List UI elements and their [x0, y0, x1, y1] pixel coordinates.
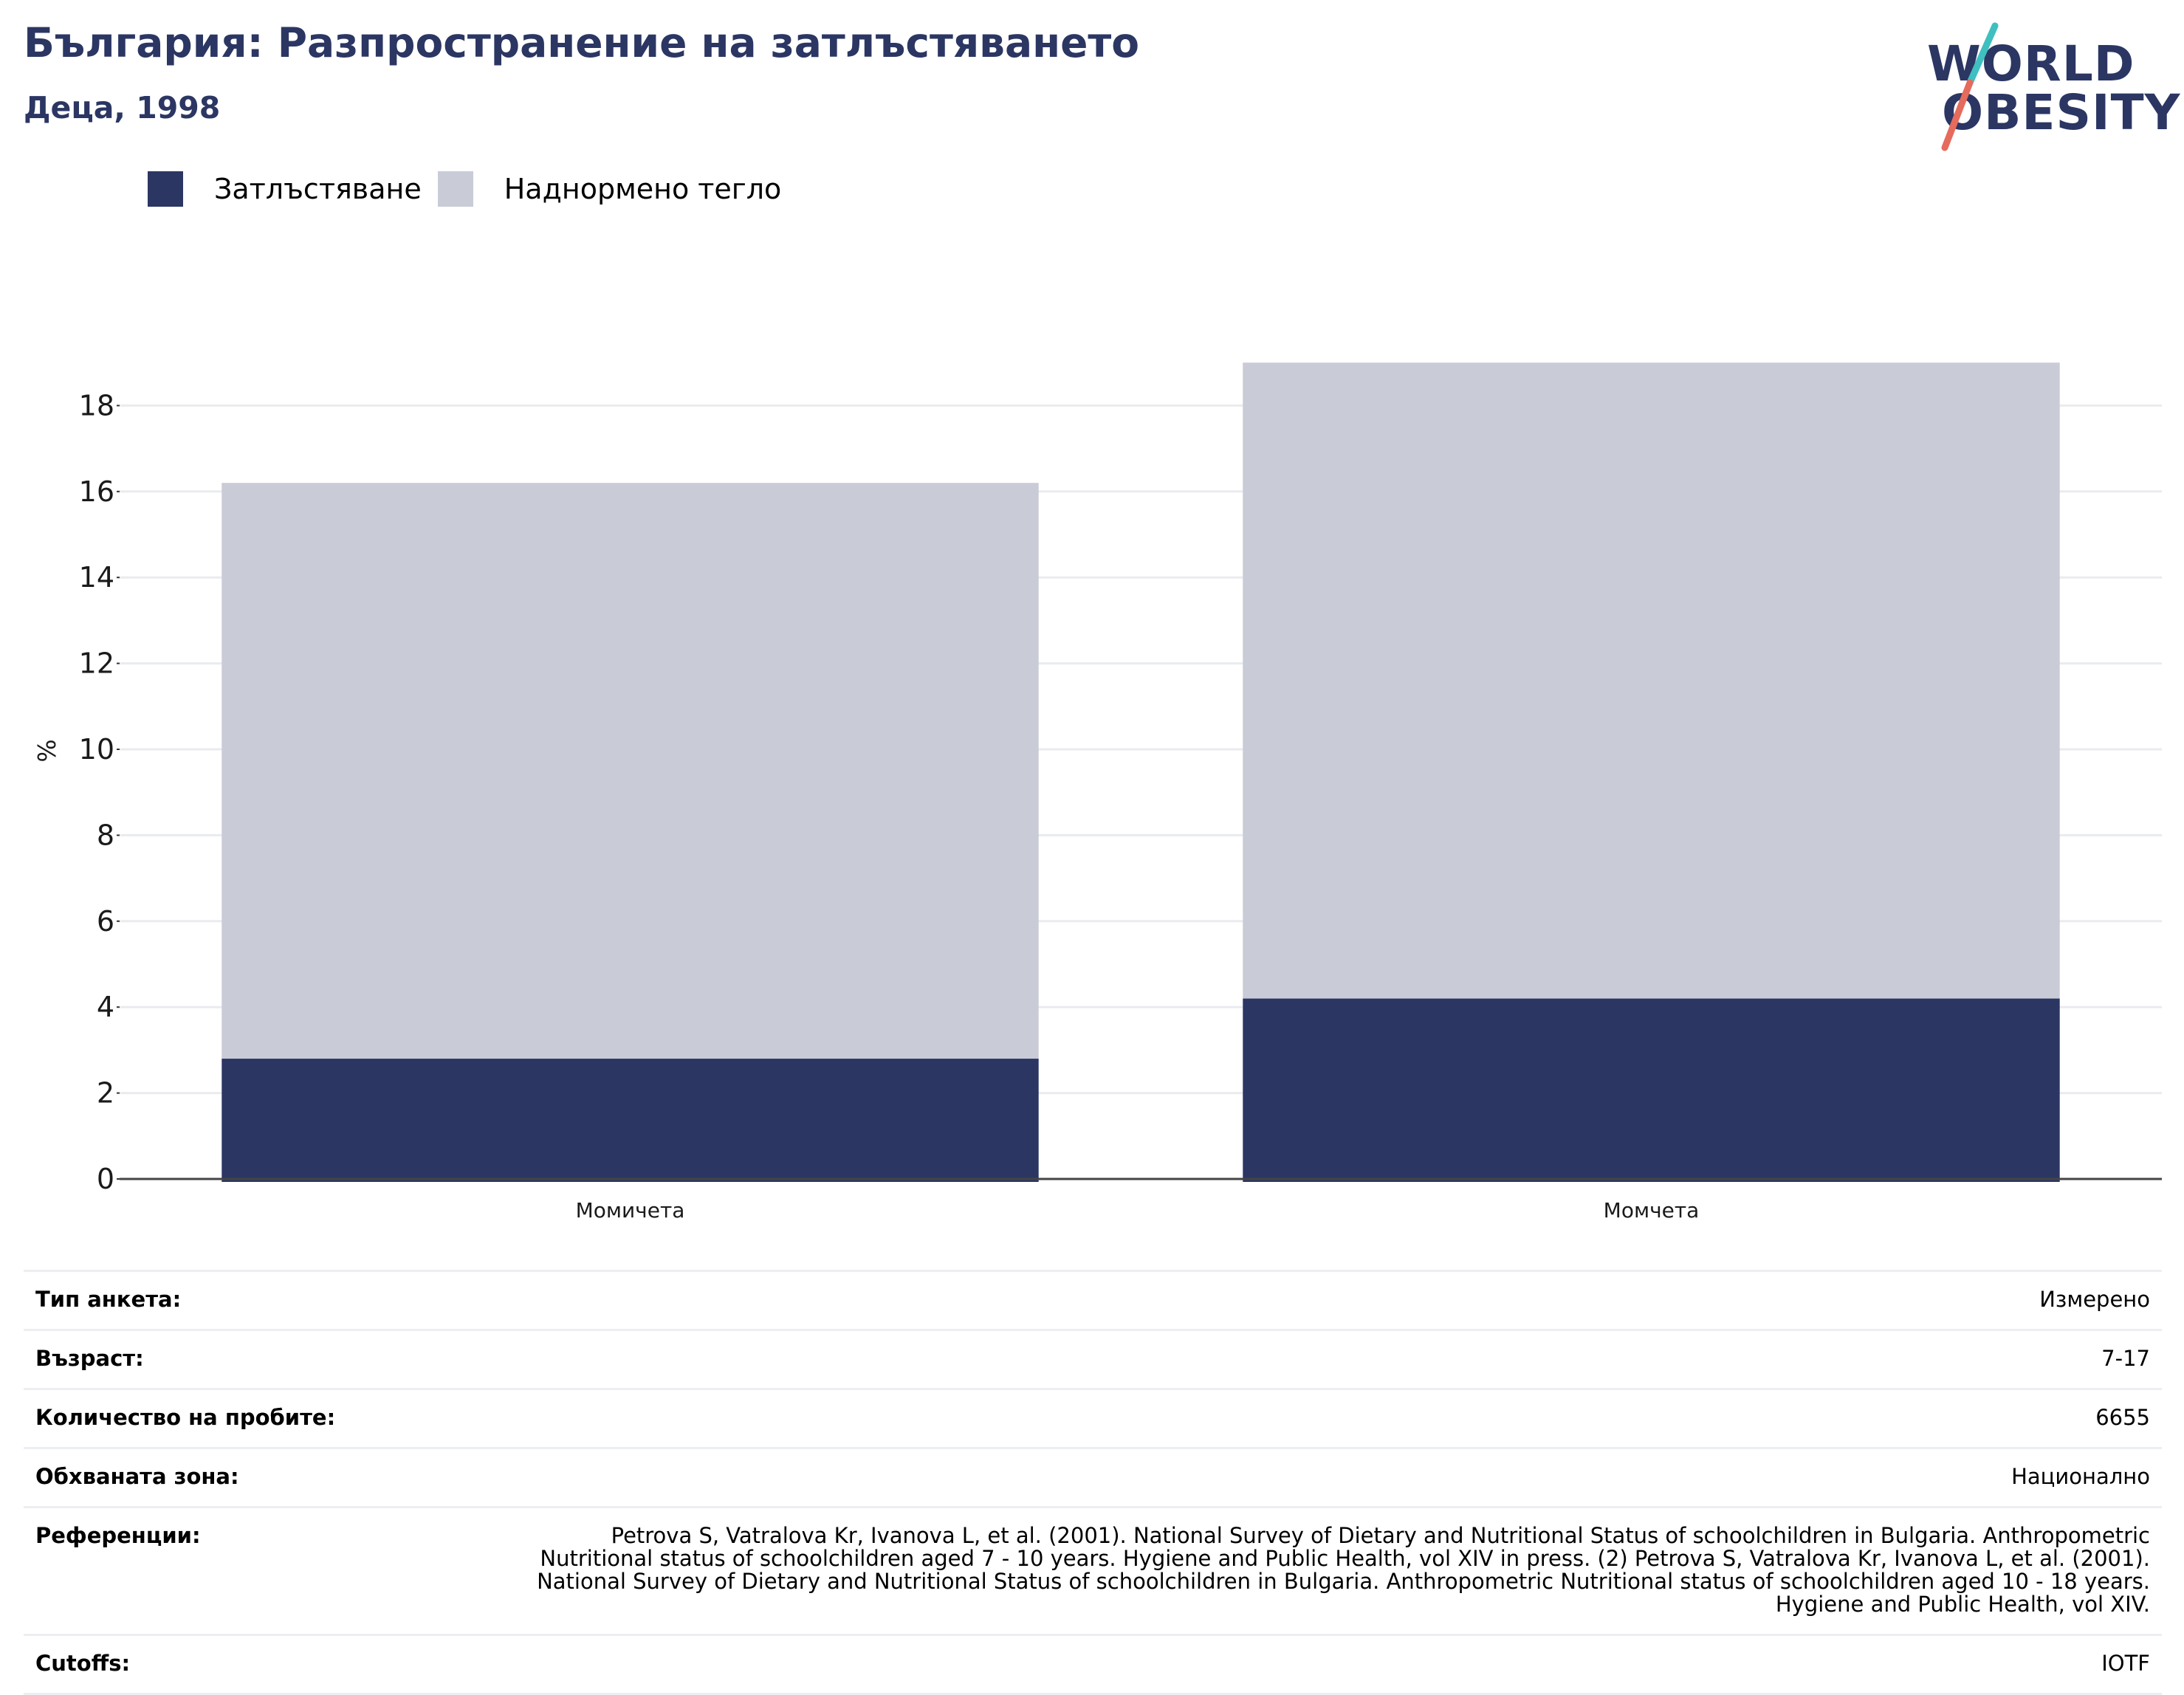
y-tick-label: 8: [97, 819, 114, 851]
logo-text-world: WORLD: [1927, 35, 2135, 92]
y-tick-label: 18: [79, 389, 114, 422]
y-tick-label: 4: [97, 991, 114, 1023]
bar-segment-overweight: [222, 483, 1039, 1059]
info-value: Измерено: [2039, 1287, 2150, 1312]
bar-segment-obesity: [222, 1059, 1039, 1182]
info-value: Национално: [2011, 1464, 2150, 1489]
y-tick-label: 6: [97, 905, 114, 938]
logo-text-obesity: OBESITY: [1942, 84, 2181, 141]
info-value-references: Petrova S, Vatralova Kr, Ivanova L, et a…: [537, 1523, 2150, 1617]
legend-item-overweight: Наднормено тегло: [437, 171, 782, 207]
y-axis-label: %: [32, 739, 61, 762]
info-label: Количество на пробите:: [35, 1405, 336, 1430]
world-obesity-logo: WORLD OBESITY: [1927, 22, 2180, 155]
logo-slash-icon: [1941, 22, 1999, 151]
legend-swatch-obesity: [148, 171, 183, 207]
chart-legend: Затлъстяване Наднормено тегло: [148, 171, 797, 207]
chart-subtitle: Деца, 1998: [24, 90, 221, 126]
y-tick-label: 2: [97, 1077, 114, 1110]
chart-title: България: Разпространение на затлъстяван…: [24, 19, 1140, 66]
y-tick-label: 16: [79, 475, 114, 508]
info-row-survey-type: Тип анкета: Измерено: [24, 1272, 2162, 1331]
info-row-sample-size: Количество на пробите: 6655: [24, 1390, 2162, 1449]
info-label: Cutoffs:: [35, 1651, 131, 1676]
y-tick-label: 12: [79, 647, 114, 680]
info-label: Тип анкета:: [35, 1287, 182, 1312]
info-value: IOTF: [2101, 1651, 2150, 1676]
info-row-references: Референции: Petrova S, Vatralova Kr, Iva…: [24, 1508, 2162, 1636]
info-row-age: Възраст: 7-17: [24, 1331, 2162, 1390]
info-row-cutoffs: Cutoffs: IOTF: [24, 1636, 2162, 1695]
legend-label-overweight: Наднормено тегло: [504, 173, 782, 205]
stacked-bar-chart: 0 2 4 6 8 10 12 14 16 18% Момичета Момчета: [32, 362, 2162, 1223]
x-tick-label: Момчета: [1604, 1198, 1700, 1223]
info-label: Обхваната зона:: [35, 1464, 239, 1489]
info-value: 6655: [2095, 1405, 2150, 1430]
y-tick-label: 0: [97, 1163, 114, 1195]
y-tick-label: 14: [79, 561, 114, 594]
info-label: Възраст:: [35, 1346, 144, 1371]
bar-segment-overweight: [1243, 362, 2060, 999]
legend-item-obesity: Затлъстяване: [148, 171, 422, 207]
legend-label-obesity: Затлъстяване: [214, 173, 422, 205]
legend-swatch-overweight: [437, 171, 473, 207]
y-tick-label: 10: [79, 733, 114, 766]
info-row-area-covered: Обхваната зона: Национално: [24, 1449, 2162, 1508]
info-value: 7-17: [2101, 1346, 2150, 1371]
x-tick-label: Момичета: [576, 1198, 685, 1223]
info-label: Референции:: [35, 1523, 201, 1548]
survey-info-table: Тип анкета: Измерено Възраст: 7-17 Колич…: [24, 1270, 2162, 1695]
bar-segment-obesity: [1243, 998, 2060, 1182]
